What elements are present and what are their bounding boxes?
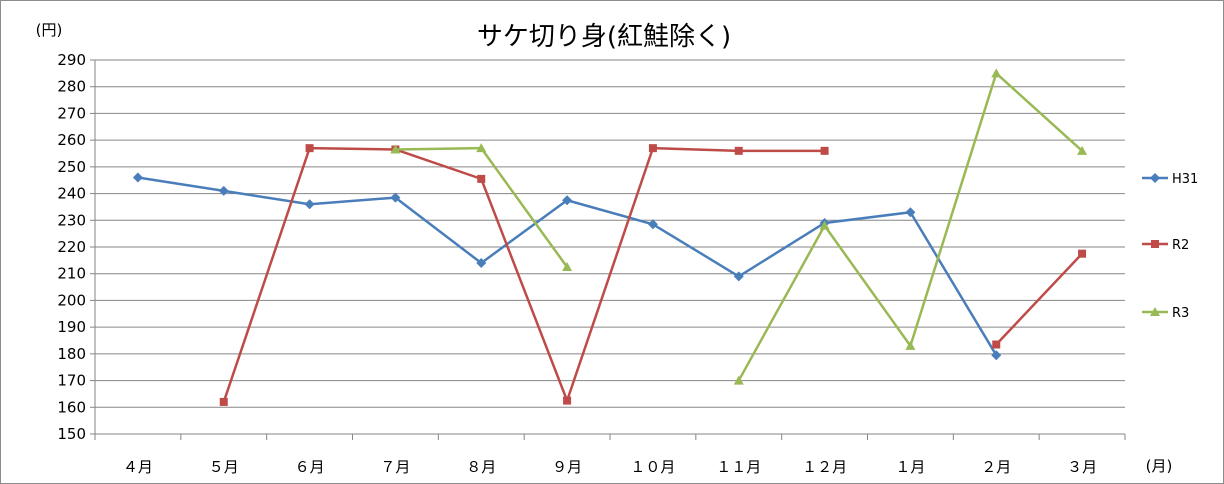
series-lines <box>132 68 1088 406</box>
legend-label: H31 <box>1172 172 1198 187</box>
data-point <box>1151 240 1159 248</box>
legend-item-r3: R3 <box>1142 306 1189 321</box>
y-axis-ticks: 150 160 170 180 190 200 210 220 230 240 250 260 270 2… <box>57 51 86 443</box>
y-tick-label: 190 <box>57 318 86 336</box>
series-line <box>737 72 1083 382</box>
y-tick-label: 290 <box>57 51 86 69</box>
data-point <box>304 199 315 210</box>
data-point <box>132 172 143 183</box>
legend-label: R3 <box>1172 306 1189 321</box>
x-tick-label: １１月 <box>716 458 761 476</box>
x-tick-label: ２月 <box>981 458 1011 476</box>
data-point <box>991 350 1002 361</box>
data-point <box>562 262 573 272</box>
x-tick-label: ８月 <box>466 458 496 476</box>
y-tick-label: 260 <box>57 131 86 149</box>
y-tick-label: 160 <box>57 398 86 416</box>
data-point <box>305 144 314 153</box>
legend-item-h31: H31 <box>1142 172 1198 187</box>
data-point <box>476 258 487 269</box>
data-point <box>733 271 744 282</box>
data-point <box>562 195 573 206</box>
data-point <box>992 340 1001 349</box>
x-tick-label: １０月 <box>630 458 675 476</box>
data-point <box>991 68 1002 78</box>
data-point <box>819 220 830 230</box>
x-tick-label: ４月 <box>123 458 153 476</box>
y-tick-label: 250 <box>57 158 86 176</box>
x-tick-label: １２月 <box>802 458 847 476</box>
series-line <box>395 146 569 268</box>
legend-item-r2: R2 <box>1142 238 1189 253</box>
y-tick-label: 280 <box>57 78 86 96</box>
data-point <box>1077 145 1088 155</box>
x-tick-label: ３月 <box>1067 458 1097 476</box>
y-tick-label: 220 <box>57 238 86 256</box>
y-tick-label: 180 <box>57 345 86 363</box>
legend-label: R2 <box>1172 238 1189 253</box>
data-point <box>390 144 401 154</box>
data-point <box>1150 173 1160 183</box>
data-point <box>733 375 744 385</box>
y-tick-label: 230 <box>57 211 86 229</box>
x-tick-label: １月 <box>895 458 925 476</box>
x-tick-label: ７月 <box>380 458 410 476</box>
data-point <box>648 144 657 153</box>
series-r3 <box>390 68 1088 385</box>
y-tick-label: 270 <box>57 104 86 122</box>
y-tick-label: 210 <box>57 265 86 283</box>
legend: H31 R2 R3 <box>1142 172 1198 321</box>
chart-title: サケ切り身(紅鮭除く) <box>477 22 731 52</box>
y-tick-label: 150 <box>57 425 86 443</box>
y-tick-label: 200 <box>57 291 86 309</box>
data-point <box>1078 249 1087 258</box>
series-r2 <box>219 144 1087 406</box>
y-axis-unit-label: (円) <box>36 21 63 39</box>
data-point <box>647 219 658 230</box>
data-point <box>219 397 228 406</box>
data-point <box>1150 307 1160 316</box>
data-point <box>820 146 829 155</box>
data-point <box>905 340 916 350</box>
gridlines <box>95 59 1125 408</box>
data-point <box>563 396 572 405</box>
y-tick-label: 240 <box>57 185 86 203</box>
series-line <box>222 146 825 403</box>
series-h31 <box>132 172 1002 361</box>
data-point <box>390 192 401 203</box>
x-tick-label: ９月 <box>552 458 582 476</box>
x-axis-ticks: ４月 ５月 ６月 ７月 ８月 ９月 １０月 １１月 １２月 １月 ２月 ３月 <box>123 458 1097 476</box>
data-point <box>905 207 916 218</box>
x-tick-label: ６月 <box>295 458 325 476</box>
y-tick-label: 170 <box>57 372 86 390</box>
data-point <box>476 143 487 153</box>
data-point <box>734 146 743 155</box>
series-line <box>995 252 1083 346</box>
axes <box>90 59 1126 440</box>
x-tick-label: ５月 <box>209 458 239 476</box>
x-axis-unit-label: (月) <box>1146 457 1173 475</box>
data-point <box>218 185 229 196</box>
data-point <box>477 174 486 183</box>
